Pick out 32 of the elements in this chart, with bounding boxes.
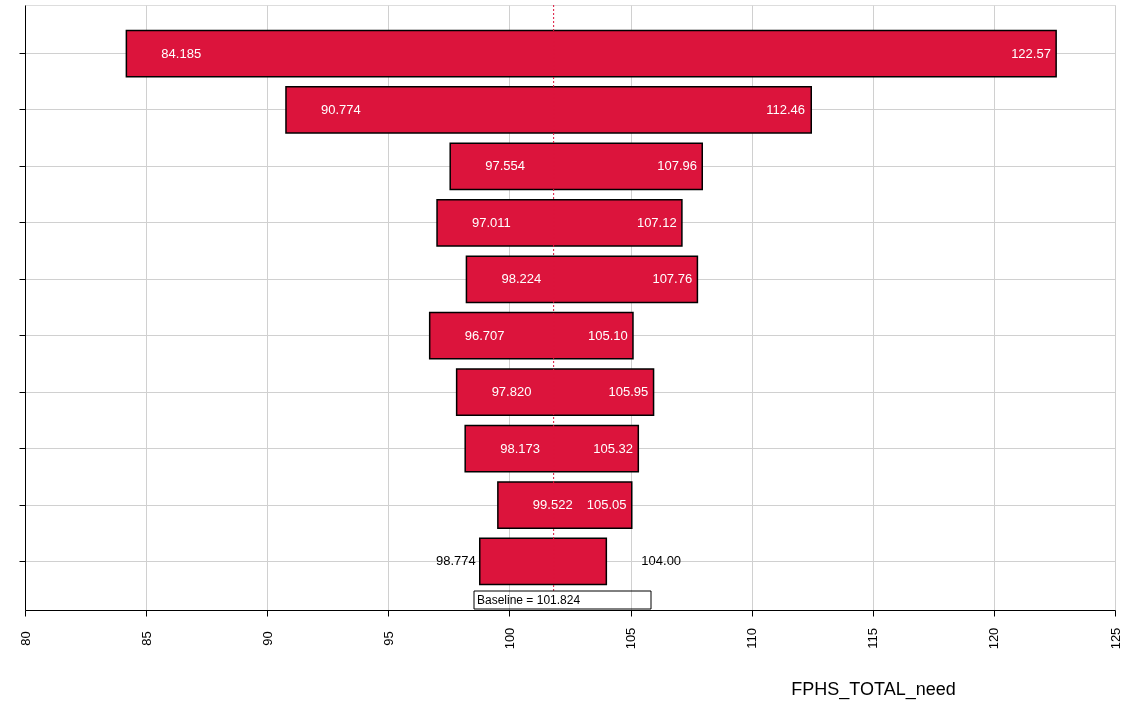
annotation: 122.57 (1011, 45, 1051, 61)
annotation: 107.76 (652, 271, 693, 287)
annotation: 105.05 (586, 497, 627, 513)
annotation: 98.224 (501, 271, 542, 287)
annotation: 107.12 (636, 214, 677, 230)
x-tick-label: 115 (865, 628, 881, 649)
x-tick-label: 95 (380, 631, 396, 646)
x-axis-title: FPHS_TOTAL_need (791, 678, 956, 700)
annotation: 104.00 (641, 553, 682, 569)
annotation: 97.554 (485, 158, 525, 174)
annotation: 97.011 (472, 214, 511, 230)
annotation: 97.820 (491, 384, 532, 400)
x-tick-label: 125 (1107, 627, 1123, 650)
x-tick-label: 105 (623, 627, 639, 650)
annotation: 107.96 (657, 158, 698, 174)
x-tick-label: 120 (986, 627, 1002, 650)
annotation: 98.173 (500, 440, 540, 456)
annotation: 112.46 (766, 101, 806, 117)
annotation: 98.774 (435, 553, 476, 569)
x-tick-label: 90 (259, 631, 275, 646)
annotation: 105.32 (593, 440, 634, 456)
x-tick-label: 100 (501, 627, 517, 650)
x-tick-label: 80 (17, 631, 33, 646)
annotation: 105.10 (587, 327, 628, 343)
annotation: 105.95 (608, 384, 649, 400)
annotation: 99.522 (532, 497, 573, 513)
ref-line-label: Baseline = 101.824 (477, 593, 581, 607)
x-tick-label: 110 (744, 628, 760, 649)
annotation: 96.707 (464, 327, 505, 343)
x-tick-label: 85 (138, 631, 154, 646)
annotation: 90.774 (320, 101, 361, 117)
annotation: 84.185 (161, 45, 202, 61)
